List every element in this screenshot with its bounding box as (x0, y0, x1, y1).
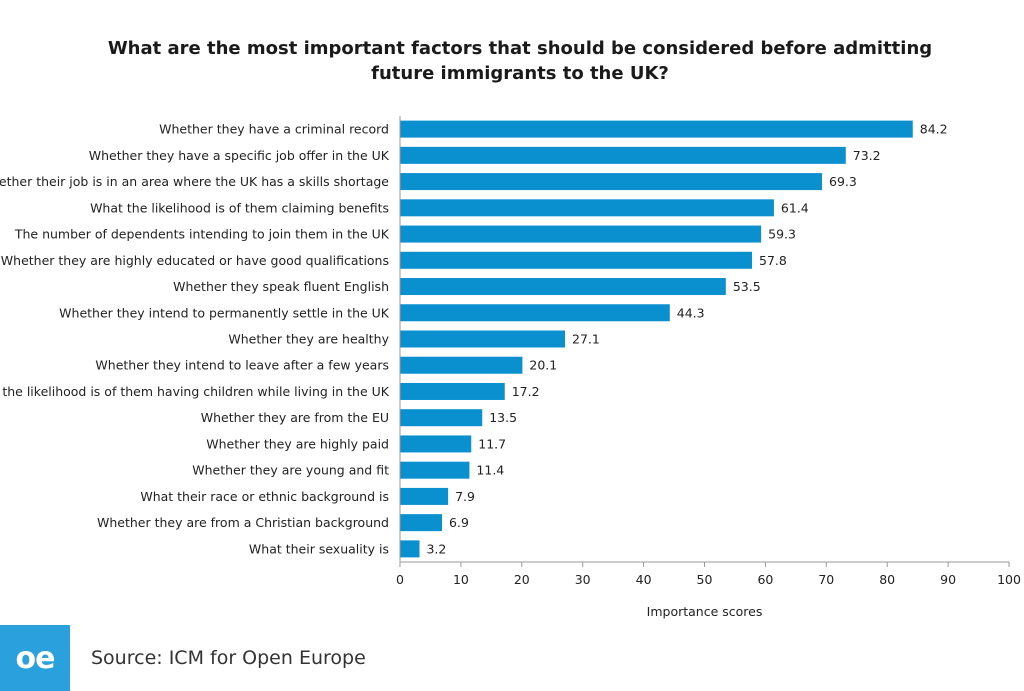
x-tick-label: 60 (757, 572, 773, 587)
category-label: The number of dependents intending to jo… (14, 227, 390, 242)
category-label: Whether they have a specific job offer i… (89, 148, 390, 163)
data-label: 7.9 (455, 489, 475, 504)
data-label: 84.2 (920, 122, 948, 137)
data-label: 57.8 (759, 253, 787, 268)
x-tick-label: 10 (453, 572, 469, 587)
chart-title: What are the most important factors that… (107, 38, 933, 84)
bar-chart: Whether they have a criminal record 84.2 W… (0, 116, 1021, 619)
category-label: Whether they are healthy (228, 332, 389, 347)
x-tick-label: 100 (997, 572, 1021, 587)
x-tick-label: 90 (940, 572, 956, 587)
category-label: Whether they are highly paid (206, 436, 389, 451)
data-label: 11.4 (476, 463, 504, 478)
x-tick-label: 70 (818, 572, 834, 587)
category-label: Whether they are from the EU (201, 410, 389, 425)
x-tick-label: 50 (697, 572, 713, 587)
data-label: 27.1 (572, 332, 600, 347)
source-note: Source: ICM for Open Europe (91, 647, 366, 669)
category-label: Whether they are highly educated or have… (1, 253, 389, 268)
data-label: 17.2 (512, 384, 540, 399)
data-label: 69.3 (829, 174, 857, 189)
category-label: Whether they are from a Christian backgr… (97, 515, 389, 530)
bar (400, 146, 846, 164)
category-label: Whether they intend to leave after a few… (95, 358, 389, 373)
bar (400, 304, 670, 322)
x-axis-label: Importance scores (647, 604, 763, 619)
data-label: 13.5 (489, 410, 517, 425)
x-tick-label: 40 (636, 572, 652, 587)
data-label: 6.9 (449, 515, 469, 530)
data-label: 59.3 (768, 227, 796, 242)
category-label: Whether they speak fluent English (173, 279, 389, 294)
bar (400, 382, 505, 400)
category-label: What the likelihood is of them claiming … (90, 200, 389, 215)
x-tick-label: 80 (879, 572, 895, 587)
category-label: Whether they have a criminal record (159, 122, 389, 137)
bar (400, 251, 753, 269)
bar (400, 199, 774, 217)
bar (400, 487, 449, 505)
bar (400, 225, 762, 243)
category-label: Whether they are young and fit (192, 463, 389, 478)
bar (400, 120, 913, 138)
x-tick-label: 30 (575, 572, 591, 587)
bar (400, 173, 823, 191)
bar (400, 435, 472, 453)
bar (400, 278, 726, 296)
data-label: 3.2 (426, 541, 446, 556)
category-label: What their sexuality is (249, 541, 389, 556)
x-tick-label: 20 (514, 572, 530, 587)
bar (400, 461, 470, 479)
data-label: 44.3 (677, 305, 705, 320)
data-label: 53.5 (733, 279, 761, 294)
bar (400, 514, 443, 532)
open-europe-logo: oe (0, 625, 70, 691)
x-tick-label: 0 (396, 572, 404, 587)
bar (400, 540, 420, 558)
data-label: 20.1 (529, 358, 557, 373)
category-label: What the likelihood is of them having ch… (0, 384, 390, 399)
bar (400, 356, 523, 374)
data-label: 61.4 (781, 200, 809, 215)
bar (400, 330, 566, 348)
bar (400, 409, 483, 427)
data-label: 73.2 (853, 148, 881, 163)
data-label: 11.7 (478, 436, 506, 451)
category-label: Whether they intend to permanently settl… (59, 305, 390, 320)
category-label: Whether their job is in an area where th… (0, 174, 389, 189)
category-label: What their race or ethnic background is (140, 489, 389, 504)
